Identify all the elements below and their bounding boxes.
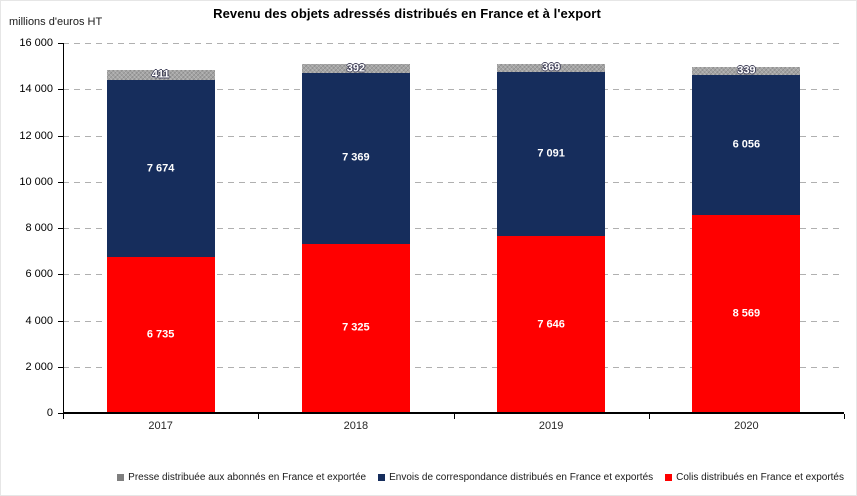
y-axis-tick (58, 181, 63, 183)
x-axis-tick (453, 414, 455, 419)
y-axis-tick-label: 16 000 (19, 37, 53, 49)
legend-label: Presse distribuée aux abonnés en France … (128, 472, 367, 483)
bar-value-label: 6 735 (146, 328, 175, 341)
bar-segment: 6 056 (692, 74, 801, 215)
y-axis-tick-label: 14 000 (19, 83, 53, 96)
y-axis-tick (58, 89, 63, 91)
x-axis-line (63, 412, 844, 414)
bar-segment: 7 091 (497, 72, 606, 237)
legend-label: Envois de correspondance distribués en F… (389, 472, 654, 483)
gridline (63, 366, 844, 368)
legend-item: Envois de correspondance distribués en F… (378, 472, 653, 483)
y-axis-tick (58, 228, 63, 229)
bar-value-label: 411 (151, 68, 170, 81)
bar-segment: 7 674 (106, 79, 215, 258)
bar-group-2020: 8 569 6 056 339 (692, 64, 801, 413)
bar-segment: 7 325 (301, 243, 410, 413)
bar-segment: 7 369 (301, 73, 410, 244)
y-axis-tick-label: 8 000 (25, 222, 53, 234)
bar-value-label: 7 369 (342, 151, 370, 164)
bar-value-label: 8 569 (732, 307, 761, 320)
y-axis-tick (58, 43, 63, 44)
x-axis-category-label: 2017 (148, 420, 173, 432)
y-axis-tick (58, 274, 63, 276)
bar-group-2019: 7 646 7 091 369 (497, 61, 606, 413)
x-axis-tick (648, 414, 650, 419)
legend-item: Colis distribués en France et exportés (665, 472, 844, 483)
gridline (63, 89, 844, 91)
y-axis-tick (58, 320, 63, 322)
y-axis-tick-label: 2 000 (25, 360, 53, 373)
bar-value-label: 339 (737, 64, 756, 77)
y-axis-tick (58, 413, 63, 414)
bar-value-label: 6 056 (732, 138, 761, 151)
x-axis-tick (63, 414, 64, 419)
bar-segment: 8 569 (692, 214, 801, 413)
bar-value-label: 7 091 (537, 147, 565, 160)
plot-area: 6 735 7 674 411 7 325 7 369 392 7 646 7 091 369 8… (63, 43, 844, 413)
y-axis-tick (58, 135, 63, 137)
legend-label: Colis distribués en France et exportés (676, 472, 844, 483)
y-axis-tick-label: 12 000 (19, 129, 53, 142)
bar-value-label: 392 (346, 62, 366, 75)
bar-value-label: 7 325 (342, 321, 370, 334)
gridline (63, 274, 844, 276)
x-axis-tick (258, 414, 260, 419)
legend-swatch-icon (378, 474, 386, 481)
y-axis-tick-label: 0 (46, 407, 53, 419)
bar-value-label: 7 674 (146, 162, 175, 175)
y-axis-tick-label: 4 000 (25, 314, 53, 327)
bar-segment: 6 735 (106, 257, 215, 413)
y-axis-tick (58, 366, 63, 368)
x-axis-tick (844, 414, 845, 419)
gridline (63, 228, 844, 229)
gridline (63, 135, 844, 137)
bar-segment: 7 646 (497, 236, 606, 413)
bar-group-2018: 7 325 7 369 392 (301, 62, 410, 413)
gridline (63, 320, 844, 322)
legend: Presse distribuée aux abonnés en France … (1, 472, 844, 483)
bar-value-label: 7 646 (537, 318, 565, 331)
chart-title: Revenu des objets adressés distribués en… (213, 6, 601, 21)
legend-item: Presse distribuée aux abonnés en France … (117, 472, 366, 483)
gridline (63, 181, 844, 183)
bar-segment: 369 (497, 61, 606, 74)
bar-segment: 392 (301, 62, 410, 75)
legend-swatch-icon (117, 474, 125, 481)
bar-group-2017: 6 735 7 674 411 (106, 68, 215, 413)
bar-value-label: 369 (541, 61, 561, 74)
x-axis-category-label: 2020 (734, 420, 759, 432)
y-axis-tick-label: 6 000 (25, 268, 53, 281)
legend-swatch-icon (665, 474, 673, 481)
bar-segment: 411 (106, 68, 215, 81)
y-axis-tick-label: 10 000 (19, 175, 53, 188)
y-axis-unit-label: millions d'euros HT (9, 16, 103, 28)
bar-segment: 339 (692, 64, 801, 77)
y-axis-line (63, 43, 64, 414)
x-axis-category-label: 2018 (343, 420, 369, 432)
gridline (63, 43, 844, 44)
x-axis-category-label: 2019 (538, 420, 564, 432)
